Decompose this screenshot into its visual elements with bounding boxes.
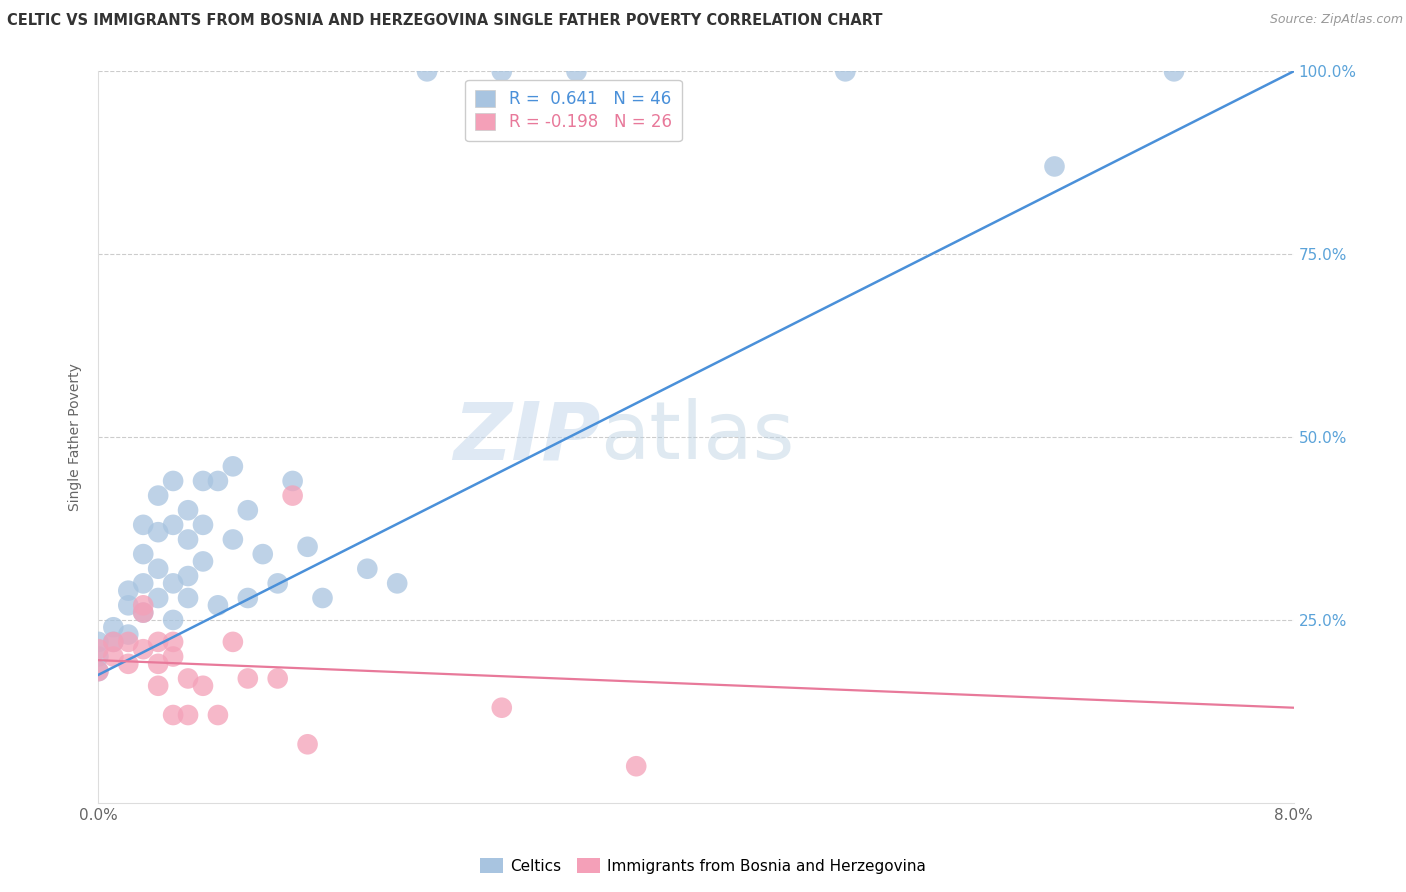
Point <box>87 649 110 664</box>
Point <box>162 635 184 649</box>
Point <box>132 606 155 620</box>
Text: ZIP: ZIP <box>453 398 600 476</box>
Point <box>565 64 588 78</box>
Point <box>132 517 155 532</box>
Point <box>236 591 259 605</box>
Point <box>222 459 245 474</box>
Point <box>267 576 290 591</box>
Point <box>117 657 139 671</box>
Point <box>191 517 214 532</box>
Point <box>148 489 170 503</box>
Point <box>103 635 125 649</box>
Point <box>1163 64 1185 78</box>
Point <box>162 517 184 532</box>
Point <box>132 642 155 657</box>
Point <box>207 474 229 488</box>
Point <box>87 664 110 678</box>
Point <box>416 64 439 78</box>
Point <box>177 569 200 583</box>
Legend: R =  0.641   N = 46, R = -0.198   N = 26: R = 0.641 N = 46, R = -0.198 N = 26 <box>465 79 682 141</box>
Point <box>87 664 110 678</box>
Point <box>148 562 170 576</box>
Point <box>132 606 155 620</box>
Point <box>236 503 259 517</box>
Point <box>103 635 125 649</box>
Point <box>162 708 184 723</box>
Point <box>177 591 200 605</box>
Point <box>311 591 333 605</box>
Point <box>148 635 170 649</box>
Point <box>207 708 229 723</box>
Point <box>297 540 319 554</box>
Point <box>117 583 139 598</box>
Point <box>267 672 290 686</box>
Point <box>624 759 647 773</box>
Point <box>834 64 856 78</box>
Text: Source: ZipAtlas.com: Source: ZipAtlas.com <box>1270 13 1403 27</box>
Point <box>177 672 200 686</box>
Point <box>356 562 378 576</box>
Point <box>132 576 155 591</box>
Point <box>162 474 184 488</box>
Point <box>177 533 200 547</box>
Point <box>117 599 139 613</box>
Point <box>132 547 155 561</box>
Point <box>177 708 200 723</box>
Point <box>491 64 513 78</box>
Point <box>117 627 139 641</box>
Point <box>1043 160 1066 174</box>
Point <box>117 635 139 649</box>
Point <box>191 474 214 488</box>
Point <box>222 635 245 649</box>
Point <box>148 591 170 605</box>
Point <box>281 474 304 488</box>
Point <box>191 554 214 568</box>
Point <box>297 737 319 751</box>
Text: CELTIC VS IMMIGRANTS FROM BOSNIA AND HERZEGOVINA SINGLE FATHER POVERTY CORRELATI: CELTIC VS IMMIGRANTS FROM BOSNIA AND HER… <box>7 13 883 29</box>
Point <box>87 635 110 649</box>
Point <box>148 679 170 693</box>
Point <box>103 620 125 634</box>
Point <box>103 649 125 664</box>
Point <box>162 649 184 664</box>
Point <box>87 642 110 657</box>
Point <box>281 489 304 503</box>
Point <box>132 599 155 613</box>
Y-axis label: Single Father Poverty: Single Father Poverty <box>69 363 83 511</box>
Point <box>236 672 259 686</box>
Text: atlas: atlas <box>600 398 794 476</box>
Point <box>385 576 409 591</box>
Point <box>207 599 229 613</box>
Point <box>162 613 184 627</box>
Point <box>252 547 274 561</box>
Point <box>162 576 184 591</box>
Point <box>177 503 200 517</box>
Point <box>191 679 214 693</box>
Point <box>222 533 245 547</box>
Point <box>148 657 170 671</box>
Point <box>148 525 170 540</box>
Point <box>491 700 513 714</box>
Legend: Celtics, Immigrants from Bosnia and Herzegovina: Celtics, Immigrants from Bosnia and Herz… <box>474 852 932 880</box>
